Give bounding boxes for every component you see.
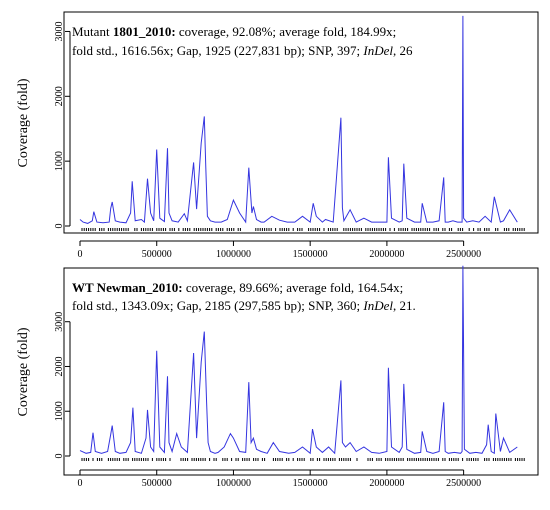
x-tick-label: 1000000 bbox=[216, 249, 251, 260]
x-tick-label: 0 bbox=[78, 478, 83, 489]
x-axis: 0 500000 1000000 1500000 2000000 2500000 bbox=[78, 240, 481, 260]
y-tick-label: 0 bbox=[54, 224, 65, 229]
rug-marks bbox=[81, 228, 525, 231]
x-tick-label: 1000000 bbox=[216, 478, 251, 489]
annotation-segment: WT Newman_2010: bbox=[72, 280, 183, 295]
y-tick-label: 1000 bbox=[54, 151, 65, 171]
x-tick-label: 2500000 bbox=[446, 478, 481, 489]
y-tick-label: 3000 bbox=[54, 312, 65, 332]
position-rug bbox=[81, 458, 525, 461]
y-axis-label: Coverage (fold) bbox=[16, 78, 31, 167]
annotation-segment: , 26 bbox=[393, 43, 413, 58]
y-tick-label: 1000 bbox=[54, 401, 65, 421]
x-tick-label: 2000000 bbox=[369, 478, 404, 489]
x-tick-label: 1500000 bbox=[293, 249, 328, 260]
annotation-segment: InDel bbox=[362, 43, 393, 58]
position-rug bbox=[81, 228, 525, 231]
annotation-segment: fold std., 1616.56x; Gap, 1925 (227,831 … bbox=[72, 43, 363, 58]
plot-frame bbox=[63, 267, 539, 476]
x-tick-label: 1500000 bbox=[293, 478, 328, 489]
mutant-coverage-chart: Mutant 1801_2010: coverage, 92.08%; aver… bbox=[16, 11, 539, 260]
x-tick-label: 2000000 bbox=[369, 249, 404, 260]
coverage-series-line bbox=[79, 15, 518, 224]
annotation-segment: coverage, 92.08%; average fold, 184.99x; bbox=[176, 24, 397, 39]
annotation-line-1: Mutant 1801_2010: coverage, 92.08%; aver… bbox=[72, 24, 396, 39]
annotation-segment: , 21. bbox=[393, 298, 416, 313]
x-tick-label: 2500000 bbox=[446, 249, 481, 260]
y-axis: 0 1000 2000 3000 bbox=[54, 21, 71, 229]
y-tick-label: 0 bbox=[54, 454, 65, 459]
x-tick-label: 500000 bbox=[142, 249, 172, 260]
wt-newman-coverage-chart: WT Newman_2010: coverage, 89.66%; averag… bbox=[16, 265, 539, 489]
y-tick-label: 2000 bbox=[54, 356, 65, 376]
annotation-segment: InDel bbox=[362, 298, 393, 313]
x-axis: 0 500000 1000000 1500000 2000000 2500000 bbox=[78, 469, 481, 489]
annotation-segment: coverage, 89.66%; average fold, 164.54x; bbox=[183, 280, 404, 295]
y-tick-label: 3000 bbox=[54, 21, 65, 41]
y-axis-label: Coverage (fold) bbox=[16, 327, 31, 416]
y-tick-label: 2000 bbox=[54, 86, 65, 106]
rug-marks bbox=[81, 458, 525, 461]
x-tick-label: 500000 bbox=[142, 478, 172, 489]
annotation-segment: 1801_2010: bbox=[113, 24, 176, 39]
y-axis: 0 1000 2000 3000 bbox=[54, 312, 71, 459]
annotation-line-1: WT Newman_2010: coverage, 89.66%; averag… bbox=[72, 280, 403, 295]
x-tick-label: 0 bbox=[78, 249, 83, 260]
annotation-line-2: fold std., 1343.09x; Gap, 2185 (297,585 … bbox=[72, 298, 416, 313]
annotation-line-2: fold std., 1616.56x; Gap, 1925 (227,831 … bbox=[72, 43, 413, 58]
annotation-segment: fold std., 1343.09x; Gap, 2185 (297,585 … bbox=[72, 298, 363, 313]
plot-frame bbox=[63, 11, 539, 234]
coverage-series-line bbox=[79, 265, 518, 455]
annotation-segment: Mutant bbox=[72, 24, 113, 39]
